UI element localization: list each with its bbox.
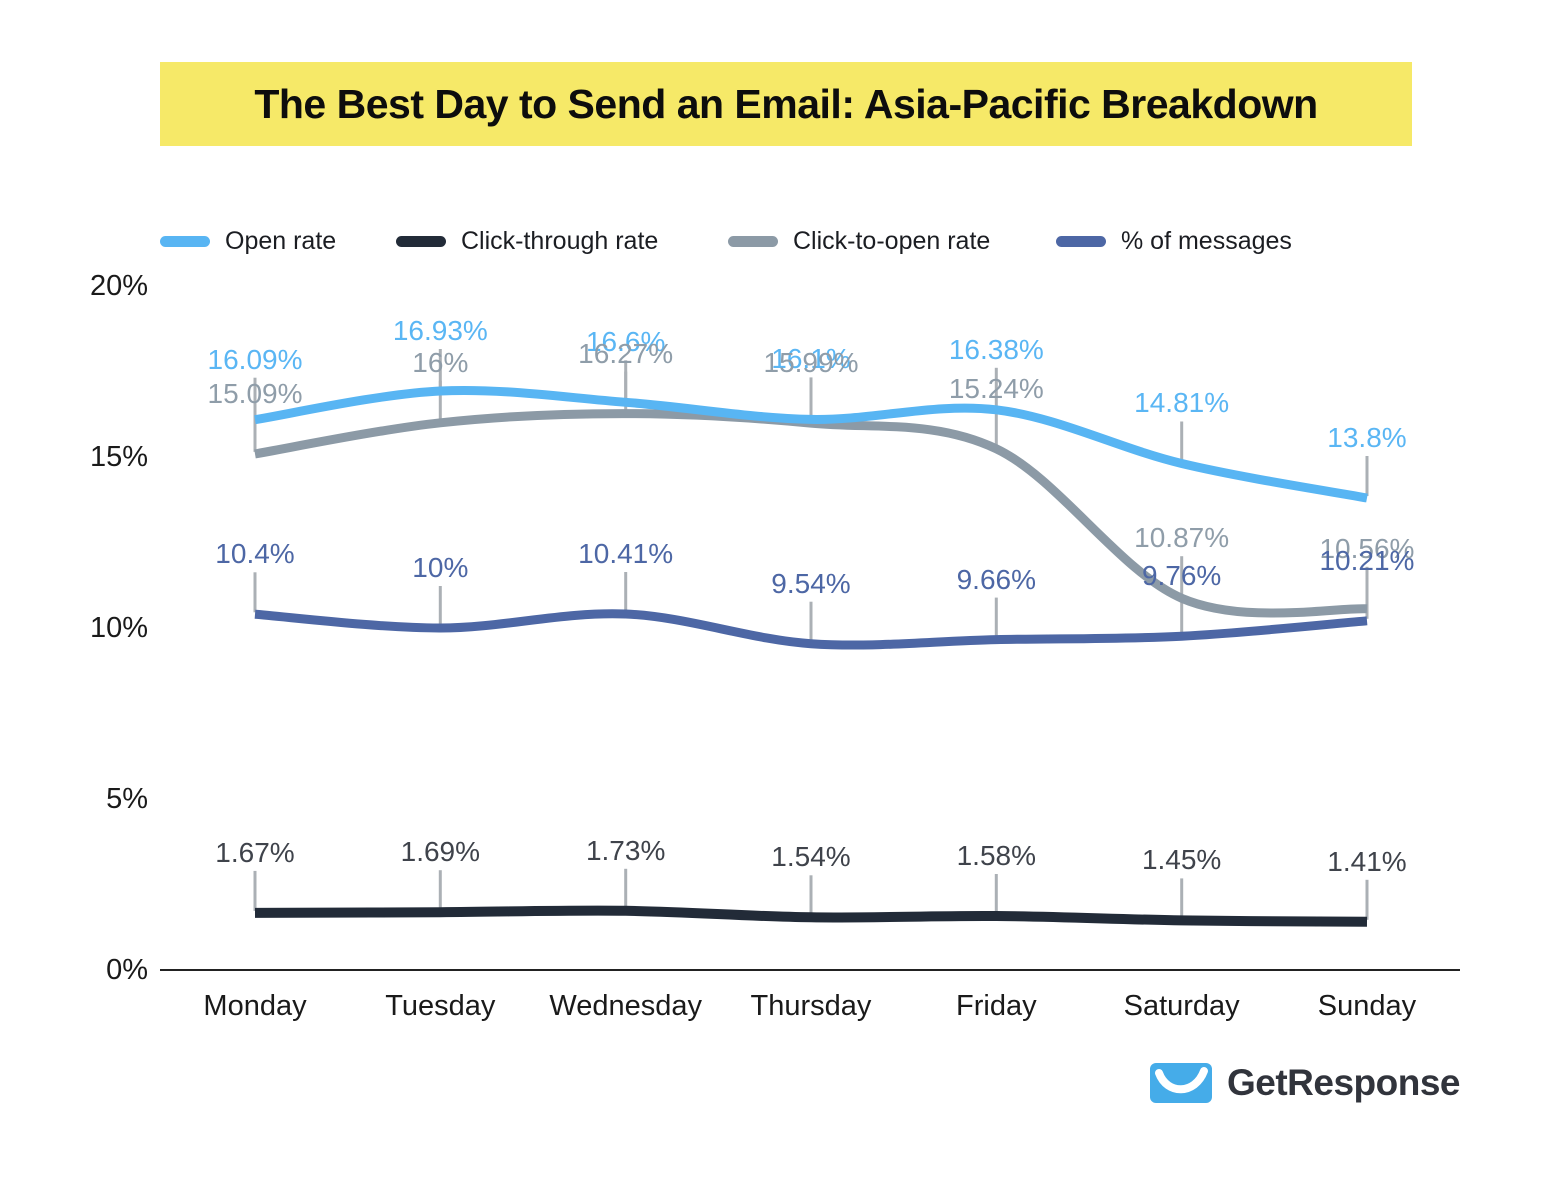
data-label: 1.58% [956,839,1037,871]
legend-item-open-rate: Open rate [160,226,336,256]
data-label: 16% [412,346,469,378]
data-label: 16.09% [207,343,303,375]
legend-label: Click-to-open rate [793,226,991,255]
legend-swatch [728,235,778,247]
data-label: 15.99% [763,347,859,379]
data-label: 1.69% [400,836,481,868]
data-label: 1.45% [1141,844,1222,876]
data-label: 10.56% [1319,532,1415,564]
y-axis-tick-label: 20% [89,270,148,302]
x-axis-label-monday: Monday [203,990,307,1022]
data-label: 1.73% [585,834,666,866]
data-label: 16.1% [771,343,851,375]
data-label: 10.21% [1319,544,1415,576]
chart-legend: Open rate Click-through rate Click-to-open… [0,226,1560,256]
legend-item-click-through-rate: Click-through rate [396,226,658,256]
x-axis-label-thursday: Thursday [750,990,872,1022]
page-title: The Best Day to Send an Email: Asia-Paci… [254,80,1318,127]
data-label: 15.09% [207,377,303,409]
x-axis-label-sunday: Sunday [1317,990,1417,1022]
data-label: 9.54% [771,567,851,599]
data-label: 10.41% [578,537,674,569]
series-line-click-through-rate [254,905,1368,927]
legend-swatch [396,235,446,247]
brand-logo: GetResponse [1149,1062,1461,1104]
data-label: 16.38% [948,333,1044,365]
x-axis-label-saturday: Saturday [1123,990,1240,1022]
series-line--of-messages [254,609,1368,650]
legend-item--of-messages: % of messages [1056,226,1292,256]
y-axis-tick-label: 0% [106,954,148,986]
brand-name: GetResponse [1226,1062,1461,1103]
data-label: 1.41% [1327,845,1407,877]
x-axis-label-wednesday: Wednesday [549,990,702,1022]
data-label: 16.93% [392,314,488,346]
y-axis-tick-label: 15% [89,441,148,473]
legend-label: Open rate [225,226,337,255]
y-axis-tick-label: 5% [106,783,148,815]
data-label: 13.8% [1327,422,1407,454]
data-label: 9.66% [956,563,1037,595]
data-label: 1.67% [215,836,295,868]
x-axis-label-tuesday: Tuesday [385,990,496,1022]
legend-label: % of messages [1121,226,1292,255]
y-axis-tick-label: 10% [89,612,148,644]
data-label: 9.76% [1141,560,1222,592]
series-line-open-rate [254,385,1368,503]
data-label: 15.24% [948,372,1044,404]
legend-item-click-to-open-rate: Click-to-open rate [728,226,990,256]
envelope-smile-icon [1149,1063,1212,1103]
data-label: 10.87% [1134,522,1230,554]
data-label: 10% [412,552,469,583]
x-axis-label-friday: Friday [956,990,1037,1022]
title-highlight: The Best Day to Send an Email: Asia-Paci… [160,62,1412,146]
data-label: 16.6% [585,326,666,358]
data-label: 16.27% [578,337,674,369]
data-label: 1.54% [771,841,851,873]
legend-swatch [160,235,210,247]
data-label: 14.81% [1134,387,1230,419]
data-label: 10.4% [215,538,295,570]
legend-swatch [1056,235,1106,247]
legend-label: Click-through rate [461,226,659,255]
